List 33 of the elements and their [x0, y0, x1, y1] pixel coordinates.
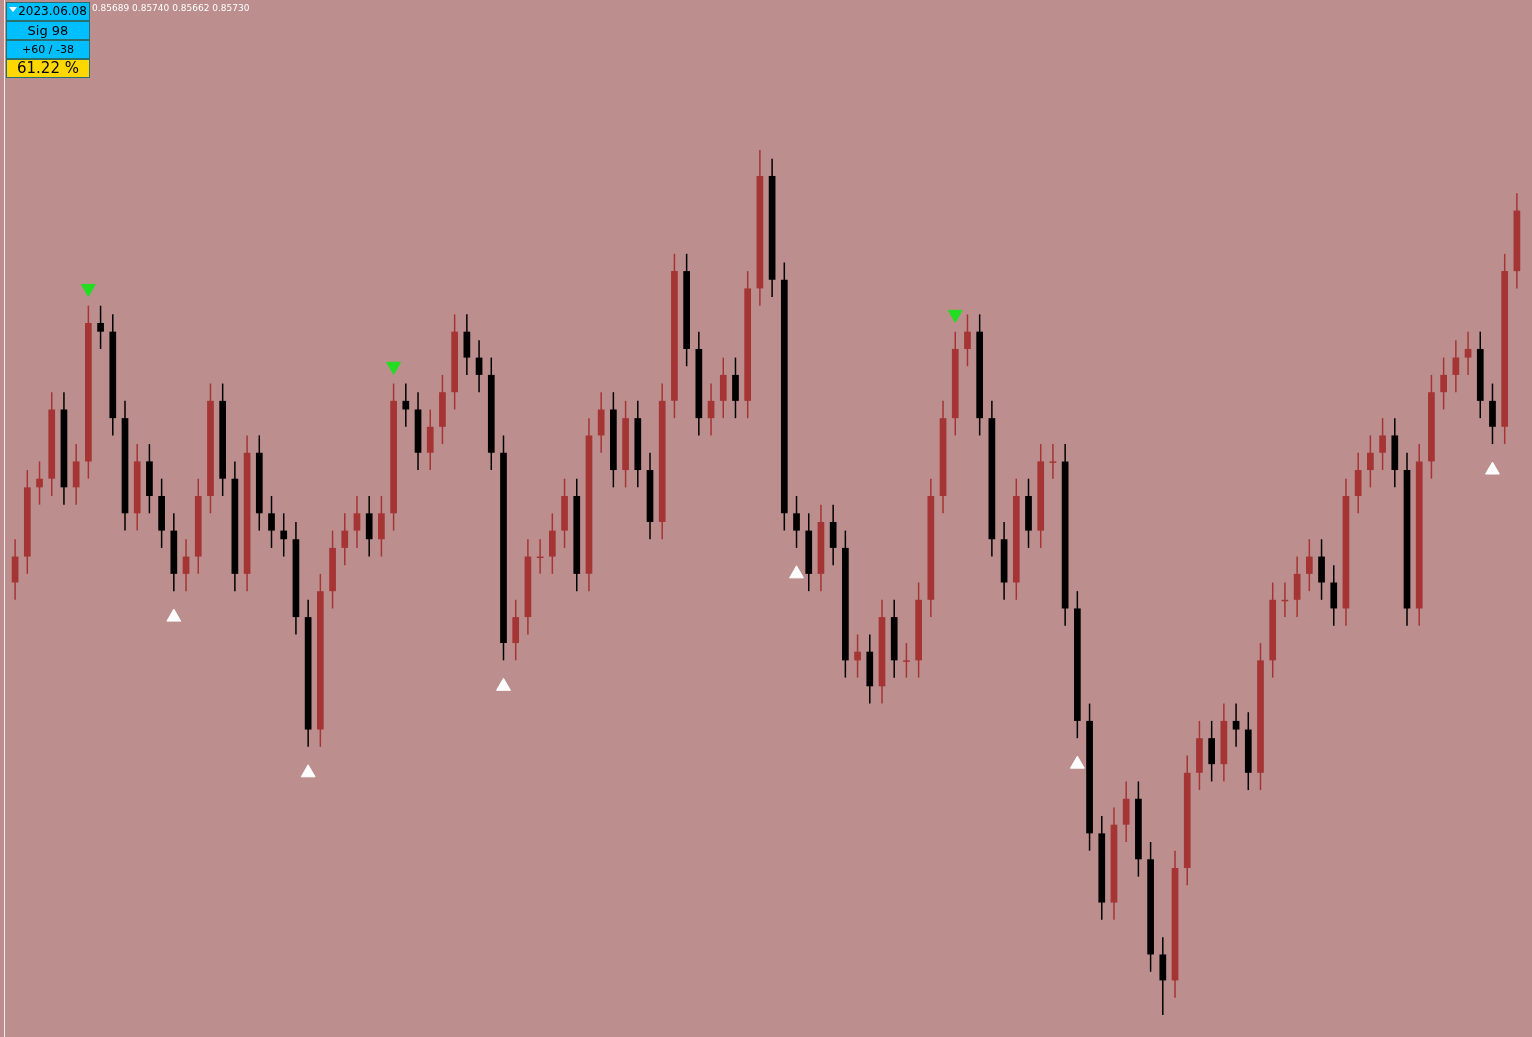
candlestick [97, 304, 104, 350]
candlestick [402, 382, 410, 428]
point [300, 764, 316, 778]
point [80, 283, 96, 297]
point [789, 565, 804, 579]
text: 0.85689 0.85740 0.85662 0.85730 [92, 3, 250, 13]
point [1485, 461, 1500, 475]
candlestick [1464, 330, 1472, 376]
text: Sig 98 [27, 23, 69, 38]
point [166, 608, 182, 622]
candlestick [793, 495, 800, 549]
point [496, 677, 511, 691]
candlestick [1452, 339, 1460, 393]
candlestick [353, 495, 361, 549]
candlestick [1305, 538, 1313, 592]
candlestick [854, 633, 861, 679]
candlestick [341, 512, 349, 566]
text: 2023.06.08 [18, 4, 87, 18]
point [386, 361, 402, 375]
candlestick [1367, 434, 1374, 489]
candlestick [964, 313, 971, 367]
candlestick [1049, 443, 1057, 480]
text: +60 / -38 [22, 43, 74, 56]
point [1069, 755, 1085, 769]
candlestick [36, 460, 43, 506]
candlestick [1232, 702, 1240, 748]
candlestick [280, 512, 288, 558]
candlestick [1440, 356, 1447, 411]
candlestick [903, 642, 910, 679]
text: 61.22 % [17, 59, 79, 77]
candlestick [268, 495, 275, 549]
candlestick [1379, 417, 1386, 471]
point [947, 309, 963, 323]
